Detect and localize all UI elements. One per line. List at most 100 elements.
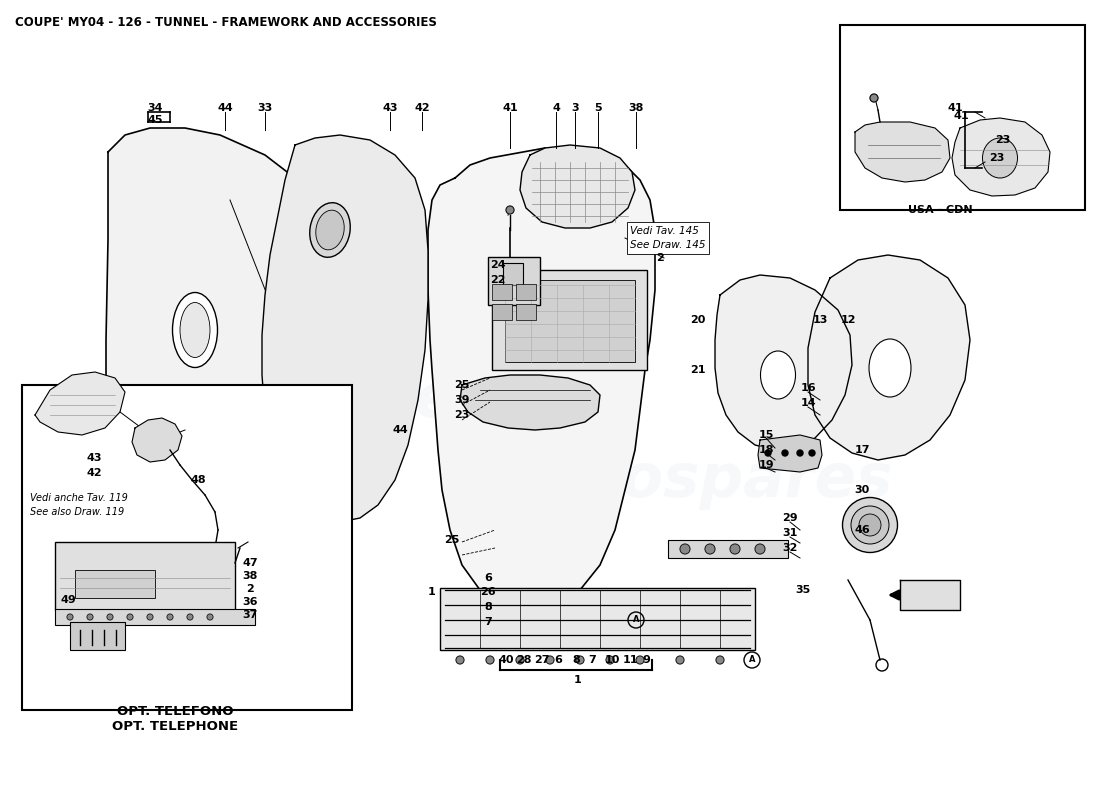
Circle shape (107, 614, 113, 620)
Text: 41: 41 (503, 103, 518, 113)
Text: USA - CDN: USA - CDN (908, 205, 972, 215)
Ellipse shape (982, 138, 1018, 178)
Ellipse shape (851, 506, 889, 544)
Bar (503, 263, 522, 285)
Text: 34: 34 (147, 103, 163, 113)
Polygon shape (460, 375, 600, 430)
Circle shape (87, 614, 94, 620)
Text: 29: 29 (782, 513, 797, 523)
Circle shape (870, 94, 878, 102)
Circle shape (207, 614, 213, 620)
Text: 44: 44 (217, 103, 233, 113)
Circle shape (456, 656, 464, 664)
Bar (70, 622, 125, 650)
Circle shape (636, 656, 644, 664)
Ellipse shape (760, 351, 795, 399)
Circle shape (486, 656, 494, 664)
Circle shape (716, 656, 724, 664)
Text: 3: 3 (571, 103, 579, 113)
Circle shape (147, 614, 153, 620)
Text: 23: 23 (989, 153, 1004, 163)
Text: 31: 31 (782, 528, 797, 538)
Text: 18: 18 (758, 445, 773, 455)
Bar (505, 280, 635, 362)
Text: 43: 43 (86, 453, 101, 463)
Circle shape (167, 614, 173, 620)
Ellipse shape (869, 339, 911, 397)
Text: eurospares: eurospares (507, 450, 893, 510)
Text: 16: 16 (800, 383, 816, 393)
Text: 1: 1 (428, 587, 436, 597)
Text: A: A (632, 615, 639, 625)
Text: 48: 48 (190, 475, 206, 485)
Circle shape (764, 450, 771, 456)
Text: 37: 37 (242, 610, 257, 620)
Text: A: A (749, 655, 756, 665)
Polygon shape (106, 128, 355, 598)
Text: Vedi Tav. 145
See Draw. 145: Vedi Tav. 145 See Draw. 145 (630, 226, 705, 250)
Bar (840, 25, 1085, 210)
Circle shape (516, 656, 524, 664)
Text: OPT. TELEFONO: OPT. TELEFONO (117, 705, 233, 718)
Polygon shape (758, 435, 822, 472)
Text: 45: 45 (147, 115, 163, 125)
Text: 41: 41 (954, 111, 969, 121)
Circle shape (126, 614, 133, 620)
Text: 6: 6 (484, 573, 492, 583)
Ellipse shape (180, 302, 210, 358)
Text: 9: 9 (642, 655, 650, 665)
Polygon shape (35, 372, 125, 435)
Bar (492, 304, 512, 320)
Text: 11: 11 (623, 655, 638, 665)
Text: 17: 17 (855, 445, 870, 455)
Text: 44: 44 (392, 425, 408, 435)
Text: 8: 8 (484, 602, 492, 612)
Bar (75, 570, 155, 598)
Circle shape (782, 450, 788, 456)
Text: OPT. TELEPHONE: OPT. TELEPHONE (112, 720, 238, 733)
Text: 20: 20 (691, 315, 706, 325)
Polygon shape (715, 275, 852, 450)
Text: 25: 25 (454, 380, 470, 390)
Text: 1: 1 (574, 675, 582, 685)
Text: 4: 4 (552, 103, 560, 113)
Text: 43: 43 (383, 103, 398, 113)
Circle shape (506, 206, 514, 214)
Bar (516, 284, 536, 300)
Text: 2: 2 (656, 253, 664, 263)
Text: 19: 19 (758, 460, 773, 470)
Polygon shape (132, 418, 182, 462)
Text: 7: 7 (484, 617, 492, 627)
Circle shape (67, 614, 73, 620)
Circle shape (606, 656, 614, 664)
Bar (22, 385, 352, 710)
Text: 42: 42 (86, 468, 102, 478)
Text: 47: 47 (242, 558, 257, 568)
Ellipse shape (843, 498, 898, 553)
Text: 2: 2 (246, 584, 254, 594)
Circle shape (808, 450, 815, 456)
Circle shape (705, 544, 715, 554)
Circle shape (730, 544, 740, 554)
Text: 25: 25 (444, 535, 460, 545)
Text: 6: 6 (554, 655, 562, 665)
Circle shape (755, 544, 764, 554)
Text: 23: 23 (454, 410, 470, 420)
Text: 42: 42 (415, 103, 430, 113)
Text: 27: 27 (535, 655, 550, 665)
Bar (55, 542, 235, 610)
Text: 10: 10 (604, 655, 619, 665)
Text: 26: 26 (481, 587, 496, 597)
Polygon shape (808, 255, 970, 460)
Bar (440, 588, 755, 650)
Text: 30: 30 (855, 485, 870, 495)
Text: 12: 12 (840, 315, 856, 325)
Text: 5: 5 (594, 103, 602, 113)
Polygon shape (428, 148, 654, 610)
Text: 35: 35 (795, 585, 811, 595)
Text: 22: 22 (491, 275, 506, 285)
Text: eurospares: eurospares (107, 370, 493, 430)
Text: 33: 33 (257, 103, 273, 113)
Polygon shape (262, 135, 428, 522)
Ellipse shape (310, 202, 350, 258)
